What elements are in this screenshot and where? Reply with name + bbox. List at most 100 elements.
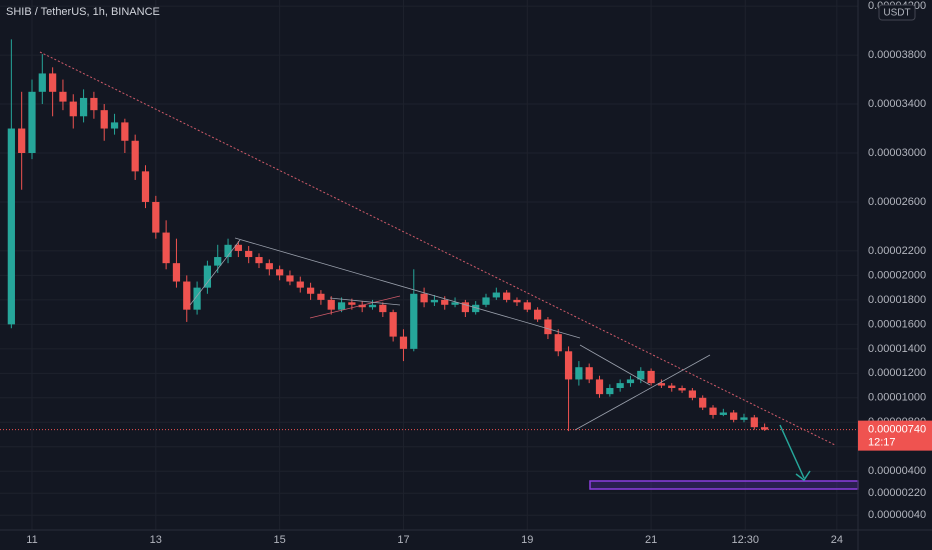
candle-body xyxy=(214,257,222,266)
y-tick-label: 0.00001000 xyxy=(868,392,926,404)
trend-line xyxy=(189,239,241,306)
candle-body xyxy=(461,302,469,313)
candle-body xyxy=(492,292,500,298)
countdown-label: 12:17 xyxy=(868,437,896,449)
candle-body xyxy=(379,304,387,313)
candle-body xyxy=(430,299,439,303)
candle-body xyxy=(533,309,542,320)
candle-body xyxy=(761,427,769,430)
currency-label[interactable]: USDT xyxy=(883,8,910,19)
candle-body xyxy=(399,336,408,349)
candle-body xyxy=(368,304,377,308)
y-tick-label: 0.00001200 xyxy=(868,367,926,379)
candle-body xyxy=(286,275,294,282)
candle-body xyxy=(203,265,212,288)
candle-body xyxy=(348,302,356,305)
y-tick-label: 0.00003400 xyxy=(868,98,926,110)
y-tick-label: 0.00000220 xyxy=(868,487,926,499)
y-tick-label: 0.00003800 xyxy=(868,49,926,61)
x-tick-label: 19 xyxy=(521,534,533,546)
candle-body xyxy=(595,379,604,395)
candle-body xyxy=(616,383,624,389)
x-tick-label: 11 xyxy=(26,534,37,546)
candle-body xyxy=(110,122,119,129)
candle-body xyxy=(647,370,655,384)
candle-body xyxy=(626,379,635,384)
candle-body xyxy=(317,293,325,300)
candle-body xyxy=(472,304,480,313)
candle-body xyxy=(49,73,57,92)
candle-body xyxy=(183,281,191,310)
candle-body xyxy=(100,110,108,129)
candle-body xyxy=(606,388,614,395)
candle-body xyxy=(172,263,181,282)
grid xyxy=(0,0,858,530)
candle-body xyxy=(59,91,67,102)
candle-body xyxy=(245,250,253,258)
trend-line xyxy=(574,354,711,431)
candle-body xyxy=(719,412,727,415)
candle-body xyxy=(358,304,366,308)
currency-button[interactable] xyxy=(878,4,916,21)
arrow-head xyxy=(795,470,811,482)
drawings xyxy=(39,51,859,490)
trend-line xyxy=(234,237,581,339)
candle-body xyxy=(296,281,304,288)
candle-body xyxy=(451,302,459,305)
candle-body xyxy=(688,390,696,398)
last-price-box xyxy=(858,420,932,451)
candle-body xyxy=(523,302,531,310)
candle-body xyxy=(121,122,129,141)
symbol-title: SHIB / TetherUS, 1h, BINANCE xyxy=(6,6,160,18)
candle-body xyxy=(306,287,315,294)
candle-body xyxy=(637,370,645,380)
candle-body xyxy=(668,385,676,389)
candle-body xyxy=(162,232,170,264)
candle-body xyxy=(69,101,77,117)
candle-body xyxy=(141,171,150,202)
candle-body xyxy=(564,351,573,380)
x-tick-label: 17 xyxy=(397,534,409,546)
candle-body xyxy=(699,397,707,408)
y-tick-label: 0.00001800 xyxy=(868,294,926,306)
candle-body xyxy=(79,97,88,117)
last-price-label: 0.00000740 xyxy=(868,424,926,436)
y-tick-label: 0.00002600 xyxy=(868,196,926,208)
y-tick-label: 0.00001400 xyxy=(868,343,926,355)
candle-body xyxy=(410,293,418,349)
candle-body xyxy=(503,292,511,300)
trend-line xyxy=(579,344,651,386)
candle-body xyxy=(152,201,160,233)
candle-body xyxy=(234,244,242,251)
candle-body xyxy=(657,383,666,386)
candle-body xyxy=(337,302,346,310)
y-tick-label: 0.00001600 xyxy=(868,318,926,330)
candles xyxy=(7,39,769,432)
y-tick-label: 0.00003000 xyxy=(868,147,926,159)
candle-body xyxy=(7,128,15,325)
candle-body xyxy=(554,334,562,352)
trend-line xyxy=(329,297,401,306)
candle-body xyxy=(678,388,686,391)
candle-body xyxy=(131,140,139,172)
x-tick-label: 21 xyxy=(645,534,657,546)
candle-body xyxy=(389,312,397,337)
candle-body xyxy=(709,407,717,415)
candle-body xyxy=(544,319,552,335)
candle-body xyxy=(18,128,26,154)
candle-body xyxy=(265,263,273,270)
x-tick-label: 13 xyxy=(150,534,162,546)
candle-body xyxy=(420,293,428,303)
candle-body xyxy=(513,299,521,303)
candle-body xyxy=(441,299,449,305)
arrow xyxy=(779,424,805,479)
y-tick-label: 0.00000040 xyxy=(868,509,926,521)
candle-body xyxy=(38,73,46,92)
candle-body xyxy=(327,299,335,310)
candle-body xyxy=(730,412,738,420)
x-tick-label: 24 xyxy=(831,534,843,546)
candle-body xyxy=(90,97,98,111)
x-tick-label: 12:30 xyxy=(732,534,760,546)
candle-body xyxy=(276,269,284,276)
